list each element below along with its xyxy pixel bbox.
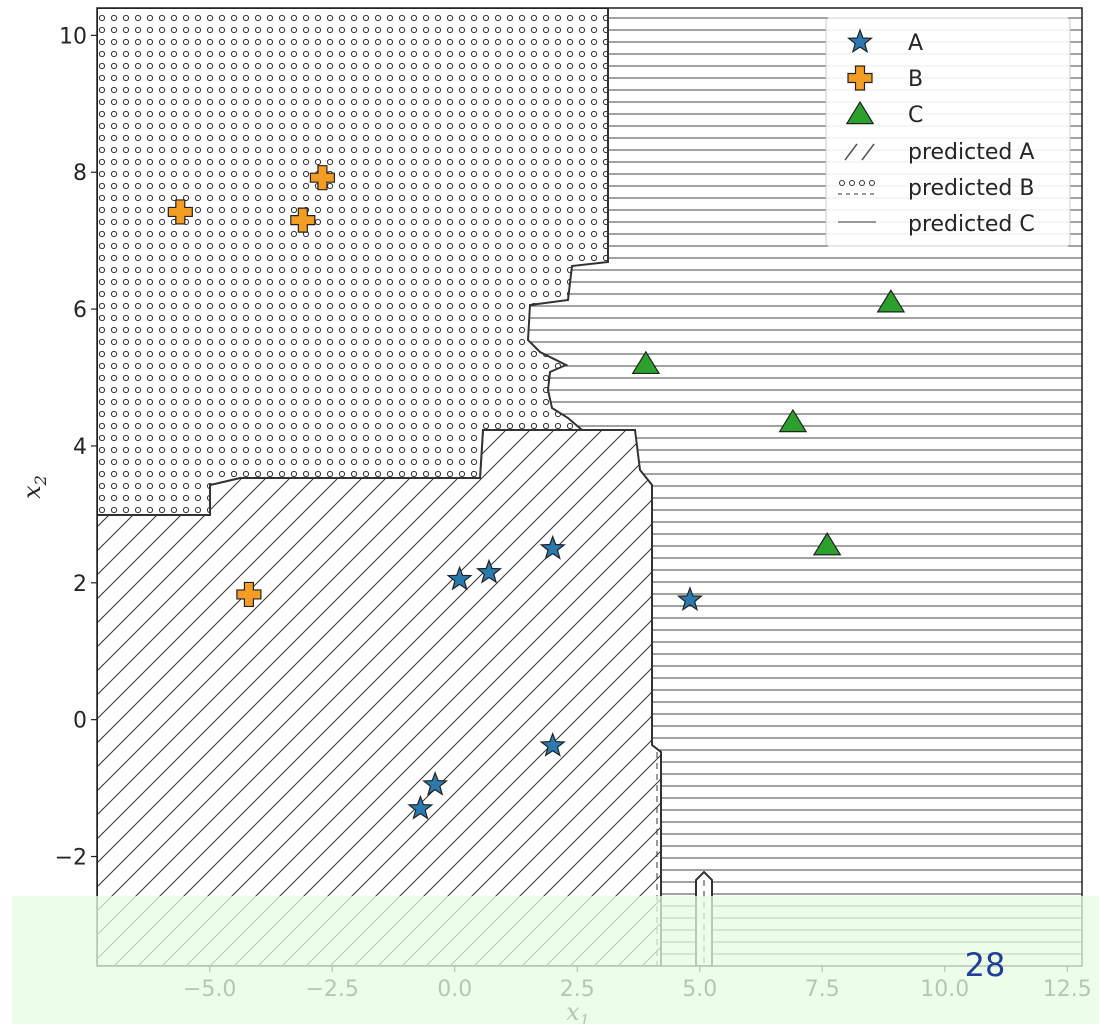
legend-label-predicted-a: predicted A (908, 140, 1034, 165)
point-a (676, 586, 704, 612)
data-points (167, 165, 906, 820)
y-tick-label: 8 (73, 161, 87, 186)
point-c (812, 532, 842, 556)
legend-swatch-predicted-b (838, 180, 876, 195)
point-a (422, 770, 449, 796)
y-tick-label: 10 (59, 24, 87, 49)
point-c (876, 289, 906, 313)
point-a (446, 565, 473, 591)
legend-marker-b (847, 65, 873, 91)
point-a (539, 534, 566, 560)
point-c (631, 350, 661, 375)
legend: A B C predicted A predicted B predicted … (825, 17, 1071, 247)
point-a (407, 794, 434, 820)
y-tick-label: 2 (73, 572, 87, 597)
point-b (167, 199, 193, 225)
legend-swatch-predicted-a (844, 143, 875, 161)
slide-number: 28 (965, 946, 1006, 984)
legend-label-predicted-c: predicted C (908, 212, 1035, 237)
point-c (778, 408, 808, 433)
y-tick-label: 6 (73, 298, 87, 323)
point-a (475, 558, 503, 584)
legend-marker-a (846, 28, 874, 54)
legend-label-c: C (908, 103, 923, 128)
point-b (236, 581, 262, 608)
y-tick-label: 0 (73, 709, 87, 734)
point-a (539, 731, 566, 757)
legend-marker-c (845, 100, 875, 125)
legend-label-b: B (908, 67, 923, 92)
footer-band (12, 896, 1099, 1024)
legend-label-predicted-b: predicted B (908, 176, 1034, 201)
point-b (290, 207, 316, 233)
y-tick-label: −2 (55, 846, 87, 871)
point-b (309, 165, 336, 191)
legend-label-a: A (908, 31, 923, 56)
y-tick-label: 4 (73, 435, 87, 460)
legend-box (825, 17, 1071, 247)
y-axis-label: x2 (18, 475, 50, 499)
